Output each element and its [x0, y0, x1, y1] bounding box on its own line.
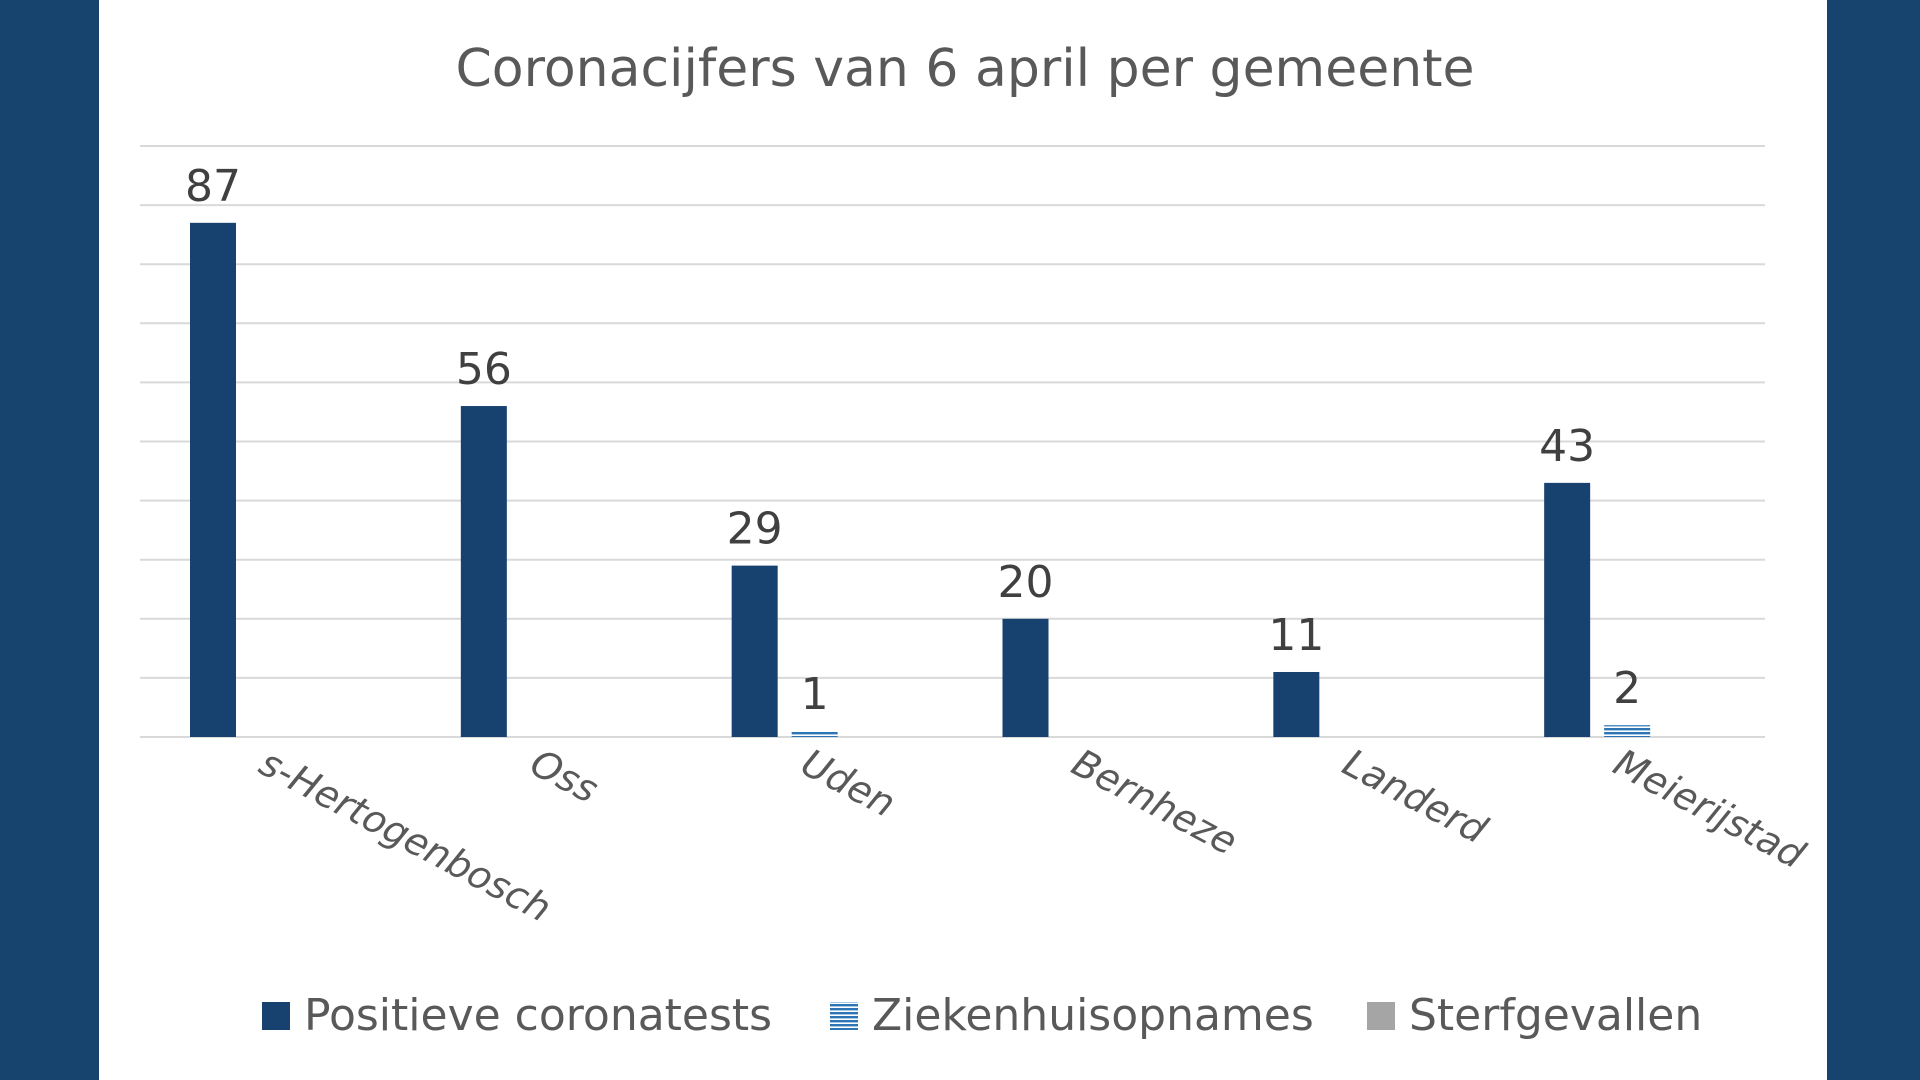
data-label: 29 — [727, 504, 783, 555]
bar — [791, 731, 838, 737]
bar — [1544, 482, 1591, 737]
x-tick-label: Bernheze — [1065, 740, 1245, 863]
data-label: 87 — [185, 161, 241, 212]
legend-swatch — [830, 1002, 858, 1030]
data-label: 2 — [1613, 663, 1641, 714]
x-tick-label: Oss — [523, 740, 605, 811]
bar — [731, 565, 778, 737]
legend: Positieve coronatests Ziekenhuisopnames St… — [262, 990, 1702, 1041]
legend-label: Sterfgevallen — [1409, 990, 1702, 1041]
legend-swatch — [1367, 1002, 1395, 1030]
gridlines — [140, 145, 1765, 738]
data-labels: 87 56 29 1 20 11 43 2 — [185, 161, 1641, 720]
bar — [460, 406, 507, 737]
legend-swatch — [262, 1002, 290, 1030]
x-tick-label: Meierijstad — [1607, 740, 1813, 877]
data-label: 43 — [1539, 421, 1595, 472]
data-label: 1 — [801, 669, 829, 720]
chart-panel — [99, 0, 1827, 1080]
bar — [1273, 671, 1320, 737]
x-tick-label: s-Hertogenbosch — [252, 740, 558, 930]
bar — [1002, 618, 1049, 737]
bars — [190, 222, 1651, 737]
data-label: 56 — [456, 344, 512, 395]
x-tick-label: Uden — [794, 740, 902, 826]
legend-label: Ziekenhuisopnames — [872, 990, 1314, 1041]
bar — [1604, 725, 1651, 737]
chart-title: Coronacijfers van 6 april per gemeente — [455, 39, 1474, 99]
data-label: 20 — [998, 557, 1054, 608]
data-label: 11 — [1268, 610, 1324, 661]
legend-label: Positieve coronatests — [304, 990, 772, 1041]
bar — [190, 222, 236, 737]
x-tick-label: Landerd — [1336, 740, 1495, 852]
